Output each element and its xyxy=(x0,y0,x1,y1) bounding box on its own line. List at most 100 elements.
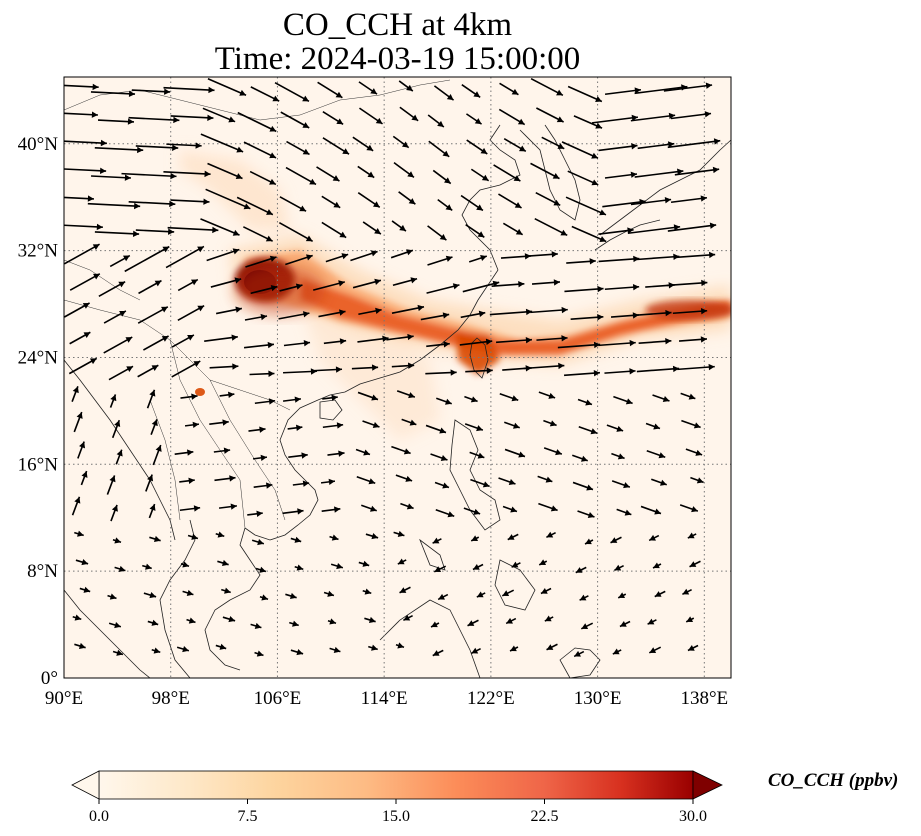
coastline-japan-south xyxy=(594,219,661,251)
wind-arrow xyxy=(207,78,247,96)
wind-arrow xyxy=(137,306,169,324)
colorbar-ticks: 0.0 7.5 15.0 22.5 30.0 xyxy=(89,799,707,825)
wind-arrow xyxy=(280,111,310,129)
wind-arrow xyxy=(74,642,86,650)
wind-arrow xyxy=(352,136,374,152)
wind-arrow xyxy=(427,225,447,241)
wind-arrow xyxy=(94,230,140,238)
wind-arrow xyxy=(573,650,585,658)
wind-arrow xyxy=(357,192,381,208)
wind-arrow xyxy=(433,85,455,101)
wind-arrow xyxy=(637,141,675,150)
wind-arrow xyxy=(436,397,452,405)
wind-arrow xyxy=(616,508,632,516)
coastline-korea xyxy=(519,124,581,221)
wind-arrow xyxy=(103,310,127,324)
wind-arrow xyxy=(392,135,410,149)
wind-arrow xyxy=(672,307,708,315)
wind-arrow xyxy=(124,245,170,273)
wind-arrow xyxy=(171,334,195,348)
wind-arrow xyxy=(614,564,624,572)
wind-arrow xyxy=(364,616,376,624)
wind-arrow xyxy=(64,243,100,265)
lon-tick-label: 106°E xyxy=(254,688,302,709)
wind-arrow xyxy=(538,559,548,566)
wind-arrow xyxy=(464,423,484,432)
wind-arrow xyxy=(72,614,82,621)
wind-arrow xyxy=(678,336,708,343)
wind-arrow xyxy=(493,164,521,182)
wind-arrow xyxy=(630,197,672,206)
wind-arrow xyxy=(690,476,704,484)
wind-arrow xyxy=(647,618,657,625)
map-frame xyxy=(63,76,732,679)
wind-arrow xyxy=(204,334,238,342)
wind-arrow xyxy=(351,364,379,371)
wind-arrow xyxy=(460,310,486,319)
wind-arrow xyxy=(674,251,716,259)
wind-arrow xyxy=(598,143,638,152)
island-taiwan xyxy=(469,337,489,379)
wind-arrow xyxy=(103,336,133,354)
wind-arrow xyxy=(467,619,479,627)
border-laos-vietnam xyxy=(209,379,286,521)
wind-arrow xyxy=(470,535,480,542)
colorbar: 0.0 7.5 15.0 22.5 30.0 xyxy=(71,770,723,825)
lat-tick-label: 8°N xyxy=(27,561,58,582)
wind-arrow xyxy=(530,162,560,180)
colorbar-tick-label: 7.5 xyxy=(238,808,258,825)
lon-tick-label: 98°E xyxy=(152,688,190,709)
wind-arrow xyxy=(598,339,636,347)
wind-arrow xyxy=(511,561,521,568)
wind-arrow xyxy=(544,615,554,622)
wind-arrow xyxy=(432,537,442,544)
wind-arrow xyxy=(321,506,341,513)
wind-arrow xyxy=(202,107,236,123)
wind-arrow xyxy=(537,475,553,483)
wind-arrow xyxy=(604,87,642,96)
wind-arrow xyxy=(323,338,347,345)
wind-arrow xyxy=(578,425,598,435)
wind-arrow xyxy=(465,224,485,238)
wind-arrow xyxy=(466,139,488,155)
wind-arrow xyxy=(634,168,684,178)
border-china-southwest xyxy=(64,299,291,411)
wind-arrow xyxy=(219,391,235,399)
wind-arrow xyxy=(358,81,378,95)
wind-arrow xyxy=(200,133,244,153)
wind-arrow xyxy=(131,88,171,95)
wind-arrow xyxy=(469,451,485,459)
wind-arrow xyxy=(111,419,121,439)
wind-arrow xyxy=(619,620,631,628)
wind-arrow xyxy=(74,530,84,537)
wind-arrow xyxy=(627,224,681,235)
wind-arrow xyxy=(323,590,335,597)
wind-arrow xyxy=(541,136,565,150)
island-borneo xyxy=(379,599,481,678)
wind-arrow xyxy=(355,448,371,456)
wind-arrow xyxy=(425,369,457,376)
wind-arrow xyxy=(322,111,344,125)
wind-arrow xyxy=(316,166,340,182)
wind-arrow xyxy=(572,454,588,462)
wind-arrow xyxy=(247,510,263,517)
wind-arrow xyxy=(254,398,276,405)
wind-arrow xyxy=(638,338,672,345)
wind-arrow xyxy=(108,621,122,629)
wind-arrow xyxy=(143,335,169,351)
wind-arrow xyxy=(536,335,568,342)
wind-arrow xyxy=(163,86,215,94)
wind-arrow xyxy=(98,280,126,298)
wind-arrow xyxy=(97,118,135,125)
wind-arrow xyxy=(209,419,229,426)
plume-east-core xyxy=(645,300,731,320)
colorbar-extend-max xyxy=(692,770,723,800)
wind-arrow xyxy=(357,391,379,401)
wind-arrow xyxy=(465,367,493,374)
wind-arrow xyxy=(611,452,625,460)
wind-arrow xyxy=(472,563,484,571)
wind-arrow xyxy=(427,255,453,266)
longitude-tick-labels: 90°E 98°E 106°E 114°E 122°E 130°E 138°E xyxy=(45,688,728,709)
wind-arrow xyxy=(250,622,262,629)
wind-arrow xyxy=(584,538,594,545)
